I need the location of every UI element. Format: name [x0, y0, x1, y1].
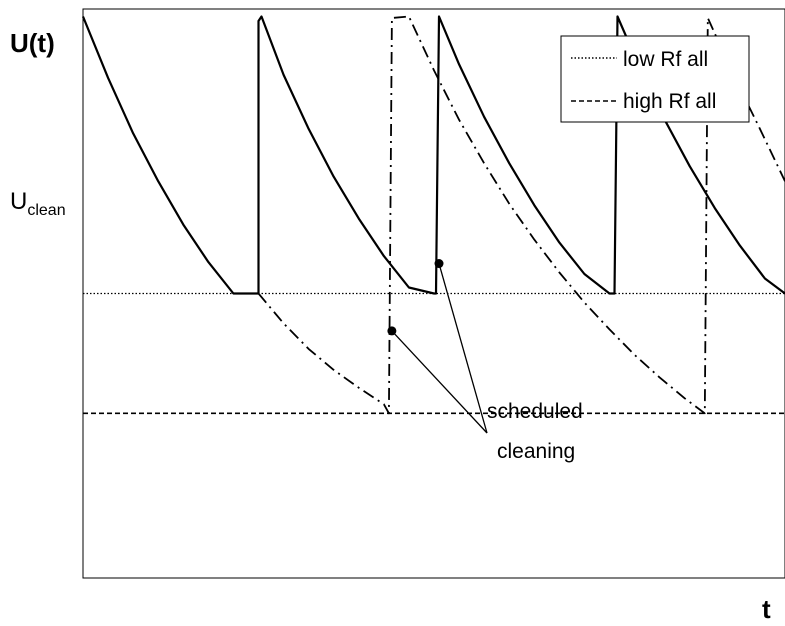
scheduled-cleaning-marker — [434, 259, 444, 269]
annotation-line2: cleaning — [497, 440, 575, 463]
y-axis-label: U(t) — [10, 28, 55, 58]
y-level-label-sub: clean — [27, 202, 65, 219]
legend-label-high-rf: high Rf all — [623, 90, 716, 113]
annotation-leader-line — [438, 263, 488, 434]
legend-label-low-rf: low Rf all — [623, 48, 708, 71]
annotation-layer — [387, 259, 488, 434]
reference-lines — [83, 292, 785, 415]
series-line-dashdot — [257, 15, 785, 415]
legend-box — [560, 35, 750, 123]
y-level-label-main: U — [10, 188, 27, 215]
legend: low Rf all high Rf all — [560, 35, 750, 123]
scheduled-cleaning-marker — [387, 326, 397, 336]
annotation-leader-line — [391, 330, 488, 434]
annotation-line1: scheduled — [487, 400, 583, 423]
x-axis-label: t — [762, 594, 771, 624]
y-level-label: Uclean — [10, 188, 66, 219]
